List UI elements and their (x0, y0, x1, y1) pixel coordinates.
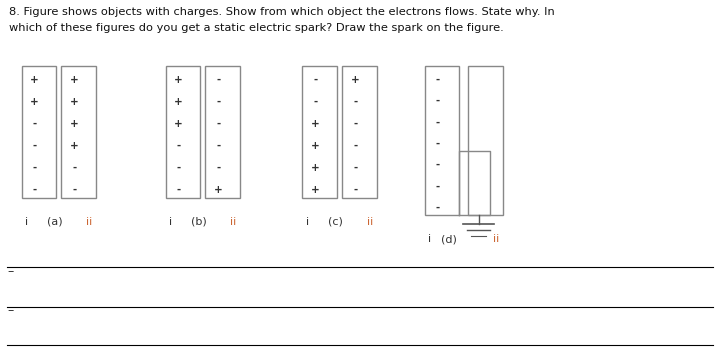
Text: 8. Figure shows objects with charges. Show from which object the electrons flows: 8. Figure shows objects with charges. Sh… (9, 7, 554, 17)
Text: +: + (351, 75, 359, 85)
Text: (b): (b) (192, 217, 207, 227)
Text: +: + (70, 75, 78, 85)
Text: -: - (353, 141, 357, 151)
Text: -: - (436, 139, 440, 149)
Text: -: - (176, 185, 181, 195)
Text: -: - (313, 75, 318, 85)
Bar (166, 66, 200, 198)
Text: ii: ii (230, 217, 236, 227)
Text: ii: ii (86, 217, 92, 227)
Text: +: + (30, 75, 39, 85)
Text: +: + (70, 97, 78, 107)
Text: -: - (436, 117, 440, 127)
Text: -: - (436, 181, 440, 191)
Text: -: - (72, 185, 76, 195)
Text: -: - (353, 97, 357, 107)
Text: -: - (216, 119, 220, 129)
Bar (61, 66, 96, 198)
Text: +: + (70, 119, 78, 129)
Text: –: – (7, 265, 14, 278)
Text: -: - (32, 119, 37, 129)
Bar (425, 66, 459, 215)
Bar (205, 66, 240, 198)
Text: –: – (7, 305, 14, 318)
Text: +: + (311, 119, 320, 129)
Text: -: - (32, 185, 37, 195)
Bar (342, 66, 377, 198)
Text: ii: ii (493, 234, 499, 244)
Text: +: + (311, 141, 320, 151)
Text: +: + (214, 185, 222, 195)
Text: -: - (176, 163, 181, 173)
Text: -: - (216, 75, 220, 85)
Bar (468, 66, 503, 215)
Text: +: + (311, 185, 320, 195)
Text: -: - (353, 185, 357, 195)
Text: -: - (436, 96, 440, 106)
Text: -: - (32, 163, 37, 173)
Text: -: - (436, 203, 440, 213)
Text: -: - (32, 141, 37, 151)
Bar (22, 66, 56, 198)
Text: -: - (436, 160, 440, 170)
Text: (c): (c) (328, 217, 343, 227)
Text: +: + (30, 97, 39, 107)
Text: +: + (174, 75, 183, 85)
Text: -: - (436, 75, 440, 85)
Text: +: + (311, 163, 320, 173)
Text: -: - (216, 141, 220, 151)
Text: ii: ii (367, 217, 373, 227)
Text: i: i (25, 217, 28, 227)
Text: -: - (176, 141, 181, 151)
Text: (d): (d) (441, 234, 457, 244)
Text: +: + (70, 141, 78, 151)
Text: (a): (a) (48, 217, 63, 227)
Text: i: i (169, 217, 172, 227)
Text: -: - (216, 97, 220, 107)
Text: -: - (353, 119, 357, 129)
Text: -: - (216, 163, 220, 173)
Text: i: i (306, 217, 309, 227)
Text: which of these figures do you get a static electric spark? Draw the spark on the: which of these figures do you get a stat… (9, 23, 503, 33)
Text: +: + (174, 119, 183, 129)
Text: i: i (428, 234, 431, 244)
Bar (302, 66, 337, 198)
Text: +: + (174, 97, 183, 107)
Text: -: - (313, 97, 318, 107)
Text: -: - (353, 163, 357, 173)
Text: -: - (72, 163, 76, 173)
